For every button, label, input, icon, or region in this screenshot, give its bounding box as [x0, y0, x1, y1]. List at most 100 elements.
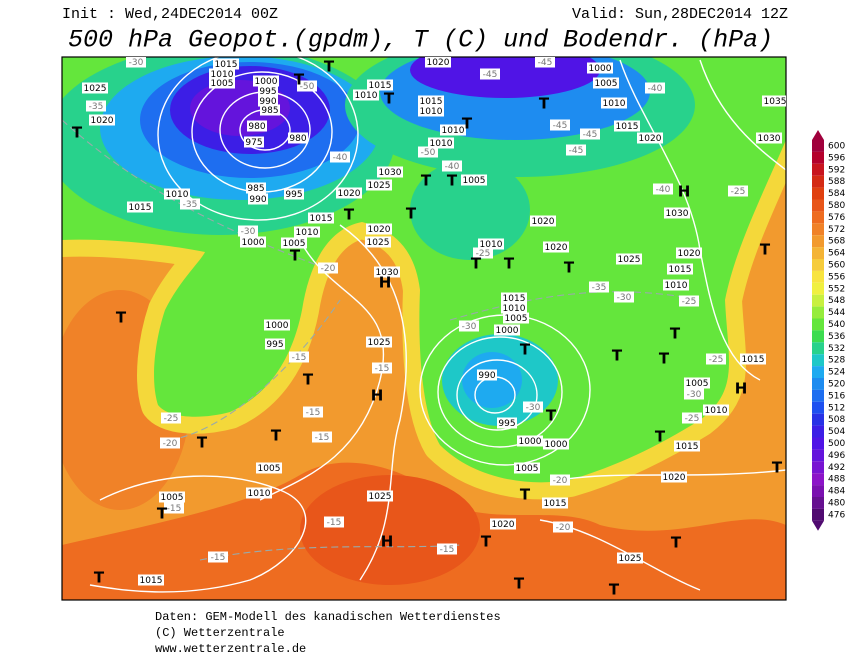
pressure-label: 1010 [248, 489, 271, 499]
pressure-label: 1000 [519, 437, 542, 447]
pressure-label-box [543, 241, 569, 253]
pressure-label-box [667, 263, 693, 275]
temperature-label-box [180, 198, 200, 210]
temperature-label: -15 [167, 504, 182, 514]
temperature-label: -30 [241, 227, 256, 237]
temperature-label-box [289, 351, 309, 363]
pressure-label-box [756, 132, 782, 144]
colorbar-cell [812, 425, 824, 438]
colorbar-cell [812, 318, 824, 331]
pressure-center-symbol: H [381, 533, 394, 551]
temperature-label-box [161, 412, 181, 424]
temperature-label: -25 [685, 414, 700, 424]
colorbar-cap [812, 520, 824, 531]
colorbar-tick-label: 568 [828, 237, 845, 247]
colorbar-cell [812, 485, 824, 497]
isotherms [62, 119, 701, 561]
colorbar-cell [812, 497, 824, 509]
pressure-label-box [284, 188, 304, 200]
map-title: 500 hPa Geopot.(gpdm), T (C) und Bodendr… [68, 26, 773, 55]
pressure-center-symbol: T [520, 341, 531, 359]
pressure-label: 1030 [758, 134, 781, 144]
temperature-label: -15 [315, 433, 330, 443]
pressure-center-symbol: T [290, 247, 301, 265]
colorbar-tick-label: 596 [828, 153, 845, 163]
pressure-label-box [264, 319, 290, 331]
pressure-label: 1015 [503, 294, 526, 304]
pressure-label: 1010 [420, 107, 443, 117]
pressure-label: 1035 [764, 97, 787, 107]
colorbar-tick-label: 504 [828, 427, 845, 437]
temperature-label: -35 [89, 102, 104, 112]
pressure-label: 995 [285, 190, 302, 200]
temperature-label: -45 [538, 58, 553, 68]
pressure-label-box [617, 552, 643, 564]
colorbar-cell [812, 449, 824, 462]
pressure-label-box [159, 491, 185, 503]
pressure-label: 1005 [595, 79, 618, 89]
temperature-label: -30 [617, 293, 632, 303]
pressure-label: 980 [248, 122, 265, 132]
colorbar-tick-label: 600 [828, 141, 845, 151]
pressure-center-symbol: T [504, 255, 515, 273]
pressure-label: 1015 [310, 214, 333, 224]
pressure-label-box [425, 57, 451, 68]
colorbar-cell [812, 282, 824, 295]
cold-field [410, 160, 530, 260]
pressure-label: 995 [498, 419, 515, 429]
pressure-label-box [461, 174, 487, 186]
pressure-label: 1015 [129, 203, 152, 213]
temperature-label-box [164, 502, 184, 514]
temperature-label: -50 [300, 82, 315, 92]
temperature-label-box [372, 362, 392, 374]
colorbar-tick-label: 528 [828, 356, 845, 366]
temperature-label-box [682, 412, 702, 424]
pressure-label-box [247, 120, 267, 132]
pressure-label-box [213, 58, 239, 70]
footer-line: (C) Wetterzentrale [155, 626, 285, 640]
colorbar-tick-label: 484 [828, 487, 845, 497]
pressure-label-box [428, 137, 454, 149]
temperature-label-box [303, 406, 323, 418]
pressure-label-box [616, 253, 642, 265]
colorbar-cell [812, 199, 824, 212]
temperature-label: -40 [656, 185, 671, 195]
colorbar-cell [812, 223, 824, 236]
pressure-label: 1010 [430, 139, 453, 149]
temperature-label: -25 [682, 297, 697, 307]
colorbar-tick-label: 520 [828, 379, 845, 389]
temperature-label-box [238, 225, 258, 237]
pressure-label-box [703, 404, 729, 416]
pressure-label: 1020 [663, 473, 686, 483]
pressure-label: 1005 [463, 176, 486, 186]
colorbar-tick-label: 592 [828, 165, 845, 175]
temperature-label-box [318, 262, 338, 274]
colorbar-tick-label: 492 [828, 463, 845, 473]
pressure-label: 1010 [603, 99, 626, 109]
colorbar-cell [812, 342, 824, 355]
temperature-label-box [614, 291, 634, 303]
pressure-label: 1020 [368, 225, 391, 235]
pressure-label: 995 [259, 87, 276, 97]
temperature-label-box [645, 82, 665, 94]
pressure-label-box [89, 114, 115, 126]
pressure-label: 1020 [427, 58, 450, 68]
colorbar-cell [812, 461, 824, 474]
pressure-label-box [601, 97, 627, 109]
pressure-label-box [367, 490, 393, 502]
pressure-center-symbol: H [678, 183, 691, 201]
colorbar-tick-label: 512 [828, 403, 845, 413]
pressure-label: 1010 [355, 91, 378, 101]
pressure-label-box [663, 279, 689, 291]
pressure-label: 1005 [161, 493, 184, 503]
pressure-center-symbol: T [157, 505, 168, 523]
temperature-label-box [473, 247, 493, 259]
pressure-label-box [497, 417, 517, 429]
pressure-center-symbol: T [520, 486, 531, 504]
pressure-label-box [209, 77, 235, 89]
colorbar-tick-label: 584 [828, 189, 845, 199]
pressure-label-box [248, 193, 268, 205]
temperature-label: -35 [592, 283, 607, 293]
